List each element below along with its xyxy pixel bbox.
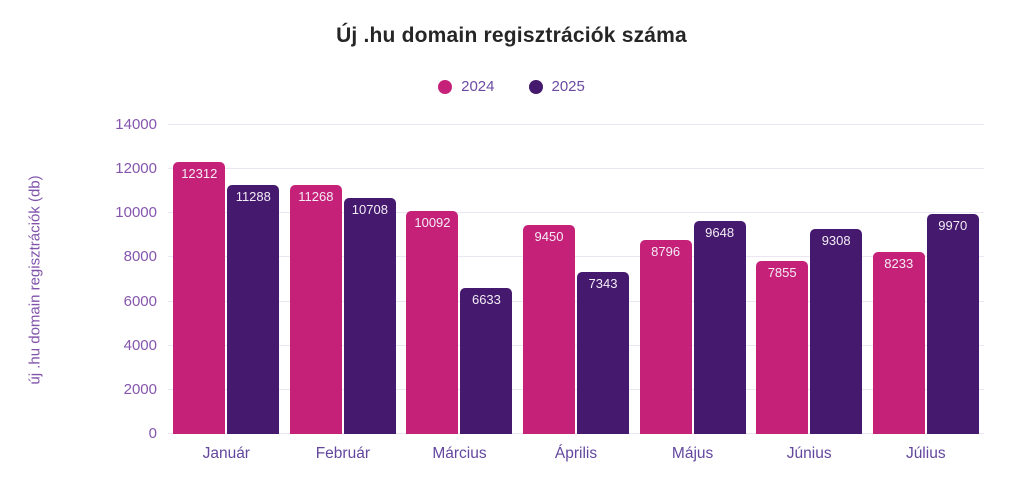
bar-2025-július[interactable]: 9970 — [926, 213, 979, 434]
bar-value-label: 7343 — [588, 275, 618, 291]
bar-group-május: 8796 9648 — [634, 125, 751, 434]
bar-value-label: 11288 — [235, 188, 271, 204]
bar-2024-március[interactable]: 10092 — [406, 211, 459, 434]
bar-2024-április[interactable]: 9450 — [523, 225, 576, 434]
y-tick-label: 14000 — [115, 116, 157, 133]
bar-2024-július[interactable]: 8233 — [872, 252, 925, 434]
legend-label-2024: 2024 — [461, 78, 495, 95]
bar-2025-február[interactable]: 10708 — [343, 197, 396, 434]
gridline — [168, 168, 984, 170]
bar-2025-május[interactable]: 9648 — [693, 221, 746, 434]
y-axis-title: új .hu domain regisztrációk (db) — [26, 175, 44, 385]
gridline — [168, 212, 984, 214]
gridline — [168, 388, 984, 390]
y-tick-label: 0 — [148, 425, 157, 442]
bar-value-label: 9970 — [938, 217, 968, 233]
x-tick-label: Március — [432, 445, 487, 462]
bar-value-label: 12312 — [181, 166, 218, 182]
bar-value-label: 9450 — [534, 229, 564, 245]
y-tick-label: 2000 — [123, 380, 157, 398]
bar-2024-január[interactable]: 12312 — [173, 162, 226, 434]
y-tick-label: 10000 — [115, 204, 157, 222]
bar-2025-április[interactable]: 7343 — [577, 271, 630, 434]
bar-groups: 12312 11288 11268 10708 10092 6633 9450 7343 879… — [168, 125, 984, 434]
bar-value-label: 9308 — [821, 232, 851, 248]
bar-value-label: 9648 — [705, 225, 735, 241]
gridline — [168, 344, 984, 346]
bar-group-július: 8233 9970 — [867, 125, 984, 434]
bar-value-label: 8796 — [651, 243, 681, 259]
legend-swatch-2024-icon — [438, 79, 453, 94]
y-tick-label: 8000 — [123, 248, 157, 266]
legend: 2024 2025 — [0, 78, 1023, 95]
legend-item-2024[interactable]: 2024 — [438, 78, 495, 95]
gridline — [168, 256, 984, 258]
y-tick-label: 12000 — [115, 160, 157, 178]
plot-area: 0 2000 4000 6000 8000 10000 12000 14000 12312 11… — [115, 116, 984, 462]
bar-value-label: 10708 — [351, 201, 388, 217]
legend-label-2025: 2025 — [551, 78, 585, 95]
gridline — [168, 124, 984, 125]
bar-2024-június[interactable]: 7855 — [756, 260, 809, 434]
x-tick-label: Április — [554, 445, 598, 462]
y-tick-label: 4000 — [123, 336, 157, 354]
y-tick-label: 6000 — [123, 292, 157, 310]
bar-value-label: 6633 — [471, 291, 501, 307]
bar-group-április: 9450 7343 — [518, 125, 635, 434]
bar-value-label: 8233 — [884, 256, 914, 272]
gridline — [168, 433, 984, 434]
bar-2024-február[interactable]: 11268 — [289, 185, 342, 434]
chart-title: Új .hu domain regisztrációk száma — [336, 24, 687, 47]
x-tick-label: Július — [905, 445, 946, 462]
bar-value-label: 7855 — [767, 264, 797, 280]
bar-group-június: 7855 9308 — [751, 125, 868, 434]
bar-2025-június[interactable]: 9308 — [810, 228, 863, 434]
x-tick-label: Június — [786, 445, 832, 462]
bar-2025-január[interactable]: 11288 — [227, 184, 280, 434]
x-tick-label: Május — [671, 445, 714, 462]
bar-group-január: 12312 11288 — [168, 125, 285, 434]
gridline — [168, 300, 984, 302]
x-tick-label: Január — [202, 445, 250, 462]
bar-group-március: 10092 6633 — [401, 125, 518, 434]
x-tick-labels: Január Február Március Április Május Június Jú… — [168, 445, 984, 463]
bar-group-február: 11268 10708 — [285, 125, 402, 434]
bar-2025-március[interactable]: 6633 — [460, 287, 513, 434]
bar-value-label: 11268 — [298, 189, 334, 205]
legend-swatch-2025-icon — [528, 79, 543, 94]
x-tick-label: Február — [315, 445, 370, 462]
bar-2024-május[interactable]: 8796 — [639, 239, 692, 434]
legend-item-2025[interactable]: 2025 — [528, 78, 585, 95]
bar-value-label: 10092 — [414, 215, 451, 231]
